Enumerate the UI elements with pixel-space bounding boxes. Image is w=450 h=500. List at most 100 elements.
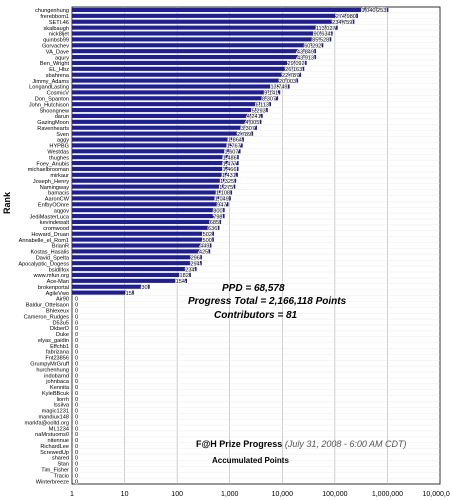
bar-value-label: 1,275 — [219, 185, 233, 191]
y-tick-label: EnfbyOOnre — [38, 202, 69, 208]
contributors-annotation: Contributors = 81 — [214, 310, 298, 321]
y-tick-label: liorrh — [57, 397, 69, 403]
chart-subtitle: (July 31, 2008 - 6:00 AM CDT) — [284, 439, 407, 449]
bar-value-label: 0 — [75, 426, 78, 432]
y-tick-label: John_Hutchison — [29, 102, 69, 108]
bar — [72, 137, 244, 142]
bar — [72, 261, 202, 266]
bar — [72, 166, 239, 172]
y-tick-label: DkberD — [50, 326, 69, 332]
y-tick-label: nick8ljet — [49, 32, 70, 38]
y-tick-label: Effchb1 — [50, 344, 69, 350]
y-tick-label: Tim_Fisher — [41, 467, 69, 473]
bar-value-label: 234,759 — [332, 20, 352, 26]
bar-value-label: 0 — [75, 391, 78, 397]
y-tick-label: bsidlifox — [49, 267, 69, 273]
y-tick-label: johnbaca — [45, 379, 70, 385]
bar-value-label: 4,005 — [245, 120, 259, 126]
bar-value-label: 0 — [75, 373, 78, 379]
y-tick-label: nitennue — [48, 438, 69, 444]
bar — [72, 219, 222, 225]
bar — [72, 184, 236, 189]
bar — [72, 231, 214, 236]
y-tick-label: hurchenhung — [36, 367, 69, 373]
bar — [72, 102, 272, 107]
y-tick-label: Tracio — [54, 473, 69, 479]
bar — [72, 290, 134, 295]
bar — [72, 43, 324, 48]
bar-value-label: 0 — [75, 450, 78, 456]
y-tick-label: Kostas_Hasalis — [30, 250, 69, 256]
y-tick-label: brokenportal — [38, 285, 69, 291]
y-tick-label: Westdas — [47, 149, 69, 155]
bar-value-label: 0 — [75, 344, 78, 350]
bar — [72, 208, 225, 213]
bar-value-label: 43,913 — [297, 55, 314, 61]
y-tick-label: RichardLee — [40, 444, 69, 450]
bar — [72, 243, 212, 248]
y-tick-label: www.mfun.org — [33, 273, 69, 279]
y-tick-label: chungenhung — [35, 8, 69, 14]
bar — [72, 107, 268, 113]
y-tick-label: mandiux148 — [39, 414, 69, 420]
y-tick-label: SETI.46 — [49, 20, 69, 26]
y-tick-label: Jimmy_Adams — [32, 79, 69, 85]
y-tick-label: aqgov — [54, 208, 69, 214]
bar — [72, 19, 355, 24]
bar — [72, 66, 305, 71]
bar-value-label: 1,607 — [225, 149, 239, 155]
bar-value-label: 0 — [75, 367, 78, 373]
bar-value-label: 0 — [75, 338, 78, 344]
bar-value-label: 500 — [203, 238, 212, 244]
y-tick-label: EL_Hbz — [49, 67, 69, 73]
y-tick-label: skalbaugh — [43, 26, 69, 32]
bar — [72, 25, 338, 30]
y-tick-label: Kennita — [50, 385, 70, 391]
bar — [72, 49, 317, 54]
y-tick-label: HYPBG — [49, 144, 69, 150]
bar — [72, 190, 233, 195]
chart-title: F@H Prize Progress — [196, 439, 283, 449]
bar — [72, 172, 238, 177]
bar-value-label: 1,767 — [227, 144, 241, 150]
bar-value-label: 0 — [75, 479, 78, 485]
bar-value-label: 0 — [75, 350, 78, 356]
bar-value-label: 60,292 — [304, 43, 321, 49]
y-tick-label: Ravenhearts — [37, 126, 69, 132]
bar-value-label: 0 — [75, 403, 78, 409]
bar — [72, 90, 281, 95]
y-tick-label: quinbsb99 — [43, 38, 69, 44]
progress-annotation: Progress Total = 2,166,118 Points — [188, 296, 347, 307]
y-tick-label: aqury — [55, 55, 69, 61]
y-tick-label: Ace-Man — [47, 279, 69, 285]
y-tick-label: JediMasterLuca — [30, 214, 70, 220]
bar-value-label: 9,141 — [264, 91, 278, 97]
bar-value-label: 1,108 — [216, 191, 230, 197]
bar-value-label: 274,980 — [336, 14, 356, 20]
bar — [72, 213, 225, 219]
y-tick-label: aggy — [57, 138, 69, 144]
y-tick-label: Annabelle_el_Rom1 — [19, 238, 69, 244]
y-tick-label: Duke — [56, 332, 69, 338]
bar-value-label: 4,241 — [247, 114, 261, 120]
y-tick-label: Don_Spanton — [35, 96, 69, 102]
bar — [72, 13, 358, 18]
bar-value-label: 13,749 — [270, 85, 287, 91]
bar-value-label: 1,864 — [228, 138, 242, 144]
bar-value-label: 0 — [75, 467, 78, 473]
bar-value-label: 0 — [75, 332, 78, 338]
y-tick-label: BrianR — [52, 244, 69, 250]
bar — [72, 196, 231, 201]
bar — [72, 149, 241, 154]
x-axis-label: Accumulated Points — [212, 456, 289, 465]
bar-value-label: 1,325 — [220, 179, 234, 185]
y-tick-label: Cameron_Rudges — [24, 314, 70, 320]
y-tick-label: markfa@ooltd.org — [24, 420, 69, 426]
y-tick-label: Winterbreeze — [36, 479, 69, 485]
y-tick-label: ML1234 — [49, 426, 69, 432]
bar-value-label: 0 — [75, 456, 78, 462]
bar-value-label: 502 — [203, 232, 212, 238]
bar — [72, 266, 197, 272]
bar-value-label: 85,528 — [312, 38, 329, 44]
y-tick-label: Howard_Druan — [31, 232, 69, 238]
